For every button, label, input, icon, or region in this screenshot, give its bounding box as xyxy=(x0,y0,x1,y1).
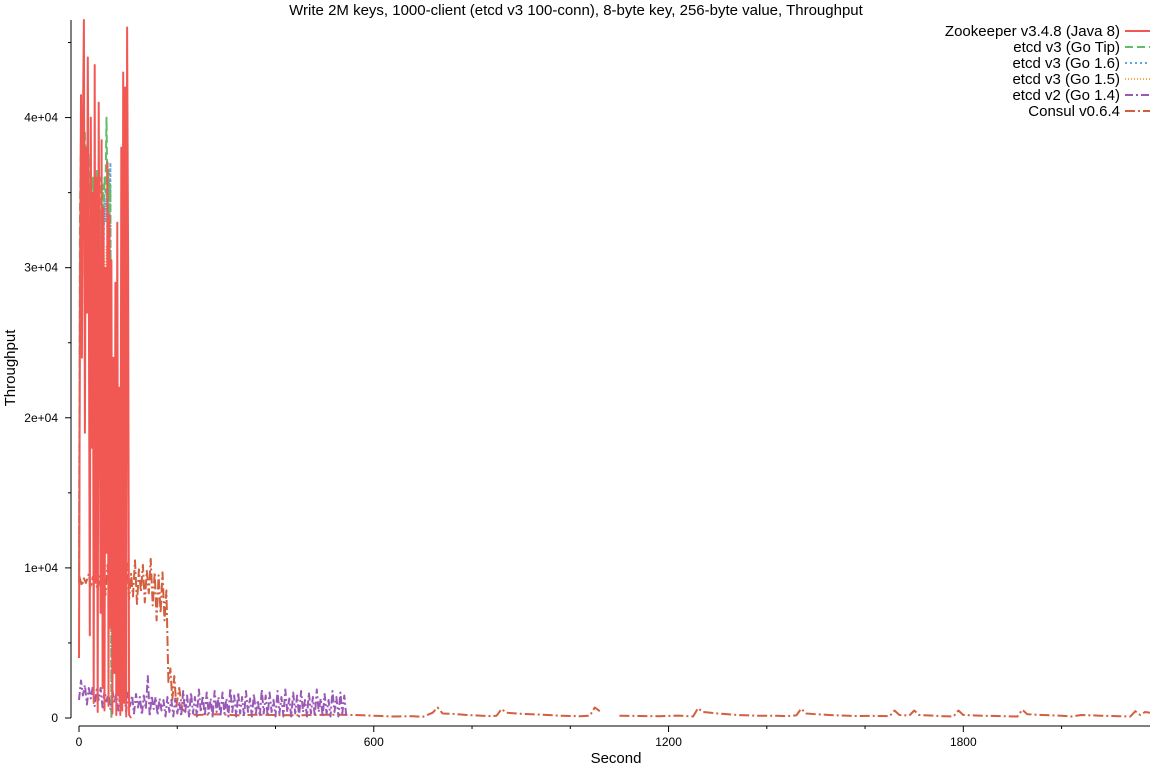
chart-title: Write 2M keys, 1000-client (etcd v3 100-… xyxy=(289,2,863,19)
y-tick-label: 3e+04 xyxy=(24,261,58,275)
x-tick-label: 1800 xyxy=(950,735,977,749)
series-line-5 xyxy=(78,554,1151,718)
legend-label-0: Zookeeper v3.4.8 (Java 8) xyxy=(945,23,1120,40)
x-tick-label: 0 xyxy=(76,735,83,749)
legend-label-2: etcd v3 (Go 1.6) xyxy=(1012,55,1120,72)
axes: 0 1e+04 2e+04 3e+04 4e+04 0 600 1200 1800 xyxy=(24,20,1150,749)
series-layer xyxy=(78,19,1151,719)
y-tick-label: 1e+04 xyxy=(24,561,58,575)
legend: Zookeeper v3.4.8 (Java 8)etcd v3 (Go Tip… xyxy=(945,23,1150,120)
legend-label-1: etcd v3 (Go Tip) xyxy=(1013,39,1120,56)
y-tick-label: 4e+04 xyxy=(24,111,58,125)
series-line-0 xyxy=(78,19,132,719)
x-tick-label: 1200 xyxy=(655,735,682,749)
legend-label-5: Consul v0.6.4 xyxy=(1028,103,1120,120)
y-tick-label: 2e+04 xyxy=(24,411,58,425)
y-axis-label: Throughput xyxy=(2,329,19,407)
legend-label-4: etcd v2 (Go 1.4) xyxy=(1012,87,1120,104)
x-axis-label: Second xyxy=(591,750,642,767)
y-tick-label: 0 xyxy=(51,711,58,725)
x-tick-label: 600 xyxy=(364,735,384,749)
legend-label-3: etcd v3 (Go 1.5) xyxy=(1012,71,1120,88)
